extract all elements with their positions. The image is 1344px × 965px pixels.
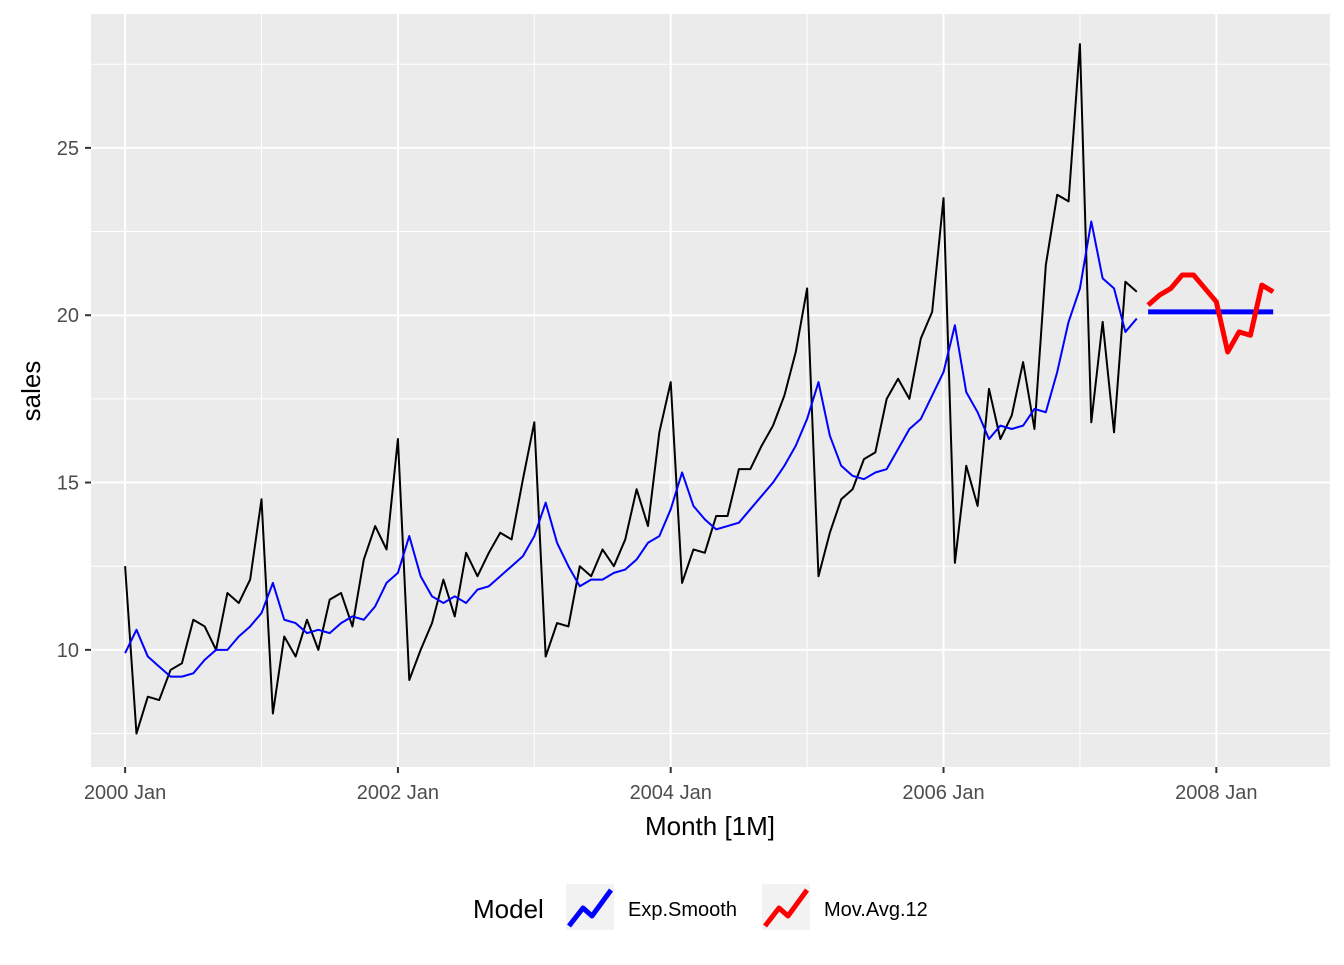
legend-label-mov-avg: Mov.Avg.12 [824,899,928,921]
y-tick-label: 20 [57,305,79,327]
x-tick-label: 2008 Jan [1175,782,1257,804]
x-axis-title: Month [1M] [645,811,775,841]
legend-label-exp-smooth: Exp.Smooth [628,899,737,921]
y-tick-label: 25 [57,138,79,160]
y-tick-label: 10 [57,640,79,662]
legend: Model Exp.Smooth Mov.Avg.12 [473,884,928,930]
series-mov-avg [1146,272,1275,355]
x-axis: 2000 Jan 2002 Jan 2004 Jan 2006 Jan 2008 Jan [84,767,1257,804]
y-tick-label: 15 [57,473,79,495]
legend-item-exp-smooth: Exp.Smooth [566,884,737,930]
grid-minor [91,14,1330,767]
series-fitted [124,220,1138,678]
x-tick-label: 2006 Jan [902,782,984,804]
x-tick-label: 2004 Jan [630,782,712,804]
x-tick-label: 2000 Jan [84,782,166,804]
legend-swatch-mov-avg [763,888,810,928]
plot-panel [91,14,1330,767]
x-tick-label: 2002 Jan [357,782,439,804]
y-axis-title: sales [16,361,46,422]
legend-item-mov-avg: Mov.Avg.12 [762,884,928,930]
series-layer [124,43,1275,735]
series-observed [124,43,1138,735]
legend-swatch-exp-smooth [567,888,614,928]
legend-title: Model [473,894,544,924]
y-axis: 10 15 20 25 [57,138,91,662]
grid-major [91,14,1330,767]
